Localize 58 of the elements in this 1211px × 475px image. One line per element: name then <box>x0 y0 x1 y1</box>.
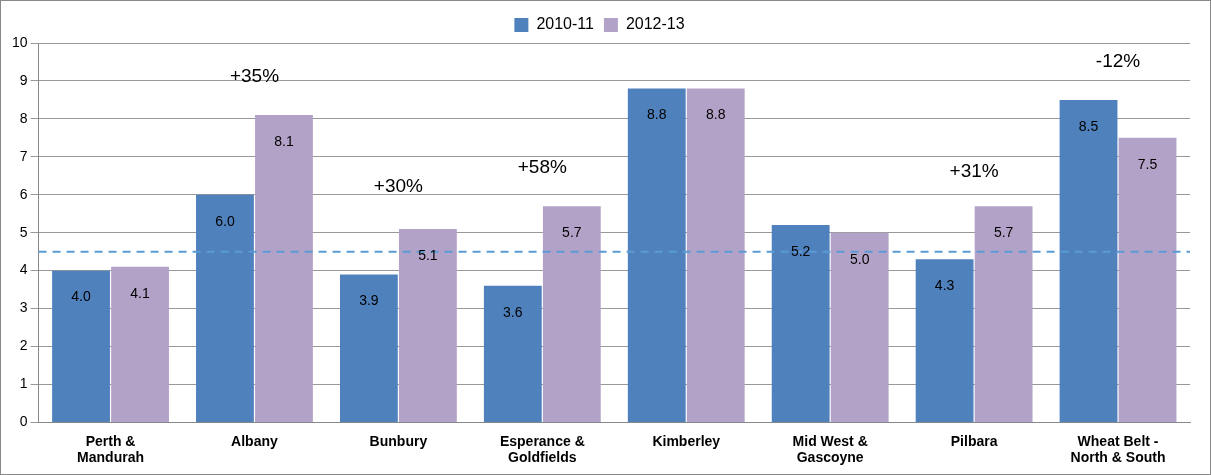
x-tick-label: Wheat Belt - North & South <box>1070 432 1166 466</box>
data-label: 8.5 <box>1078 117 1099 134</box>
data-label: 8.8 <box>706 106 726 123</box>
data-label: 5.7 <box>993 224 1014 240</box>
bar <box>52 270 110 422</box>
bar <box>483 285 542 422</box>
data-label: 3.9 <box>359 292 379 309</box>
x-tick-label: Perth & Mandurah <box>77 432 144 466</box>
y-tick-label: 2 <box>19 337 28 354</box>
data-label: 8.8 <box>647 106 667 123</box>
x-tick-label: Mid West & Gascoyne <box>792 432 868 466</box>
x-tick-label: Pilbara <box>950 432 998 449</box>
data-label: 6.0 <box>215 212 235 229</box>
y-tick-label: 3 <box>19 299 28 316</box>
bar <box>196 194 254 422</box>
x-tick-label: Bunbury <box>369 432 428 449</box>
bar <box>1118 137 1177 422</box>
bar <box>542 206 601 422</box>
annotation: +58% <box>517 156 567 178</box>
data-label: 5.0 <box>849 250 870 267</box>
y-tick-label: 9 <box>19 71 28 88</box>
data-label: 4.0 <box>71 288 91 305</box>
bar <box>255 115 313 422</box>
legend-label: 2012-13 <box>625 15 685 33</box>
data-label: 7.5 <box>1137 155 1158 172</box>
bar <box>771 225 830 422</box>
bar <box>1059 99 1118 422</box>
data-label: 5.2 <box>790 242 811 259</box>
data-label: 4.1 <box>130 284 150 301</box>
annotation: +30% <box>373 175 424 197</box>
y-tick-label: 1 <box>19 375 28 392</box>
y-tick-label: 7 <box>19 147 28 164</box>
bar <box>398 228 457 422</box>
annotation: +35% <box>229 65 280 87</box>
bar <box>339 274 398 422</box>
bar <box>686 88 745 422</box>
y-tick-label: 8 <box>19 109 28 126</box>
legend-label: 2010-11 <box>536 15 595 33</box>
x-tick-label: Albany <box>231 432 279 449</box>
bar <box>111 266 169 422</box>
data-label: 5.1 <box>418 246 438 263</box>
annotation: +31% <box>949 160 999 182</box>
bar <box>915 259 974 422</box>
y-tick-label: 0 <box>19 413 28 430</box>
bar <box>830 232 889 422</box>
y-tick-label: 6 <box>19 185 28 202</box>
bar <box>627 88 686 422</box>
data-label: 5.7 <box>562 224 582 240</box>
data-label: 8.1 <box>274 132 294 149</box>
x-tick-label: Kimberley <box>652 432 721 449</box>
annotation: -12% <box>1095 50 1141 72</box>
data-label: 4.3 <box>934 277 955 294</box>
y-tick-label: 10 <box>11 33 28 50</box>
data-label: 3.6 <box>503 303 523 320</box>
y-tick-label: 4 <box>19 261 28 278</box>
x-tick-label: Esperance & Goldfields <box>499 432 585 466</box>
y-tick-label: 5 <box>19 223 28 240</box>
bar <box>974 206 1033 422</box>
